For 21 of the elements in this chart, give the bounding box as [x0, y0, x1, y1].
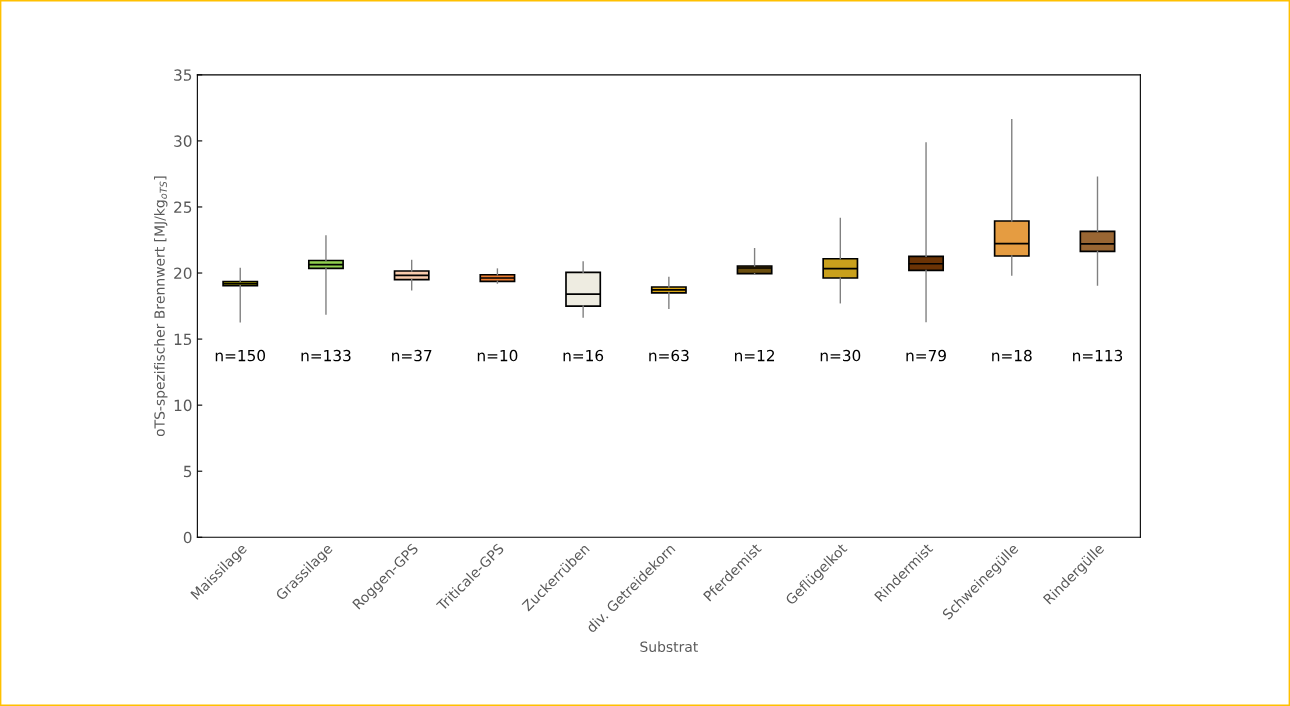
annotation: n=10 — [477, 349, 518, 362]
annotation: n=79 — [906, 349, 946, 362]
y-tick-label: 20 — [174, 267, 192, 280]
annotation: n=16 — [563, 349, 604, 362]
y-tick-label: 30 — [174, 135, 192, 147]
annotation: n=150 — [215, 349, 266, 362]
annotation: n=113 — [1073, 349, 1123, 362]
y-tick-label: 35 — [174, 69, 192, 81]
annotation: n=133 — [301, 349, 351, 362]
y-tick-label: 25 — [174, 201, 192, 213]
annotation: n=12 — [735, 349, 775, 362]
y-tick-label: 10 — [174, 399, 192, 412]
annotation: n=63 — [649, 349, 689, 362]
annotation: n=30 — [820, 349, 861, 362]
annotation: n=18 — [992, 349, 1032, 362]
y-tick-label: 5 — [183, 465, 192, 478]
y-axis-title: oTS-spezifischer Brennwert [MJ/kg$_{oTS}$] — [154, 176, 168, 437]
annotation: n=37 — [392, 349, 432, 362]
x-axis-title: Substrat — [640, 641, 698, 652]
y-tick-label: 15 — [174, 333, 192, 346]
y-tick-label: 0 — [183, 531, 192, 544]
